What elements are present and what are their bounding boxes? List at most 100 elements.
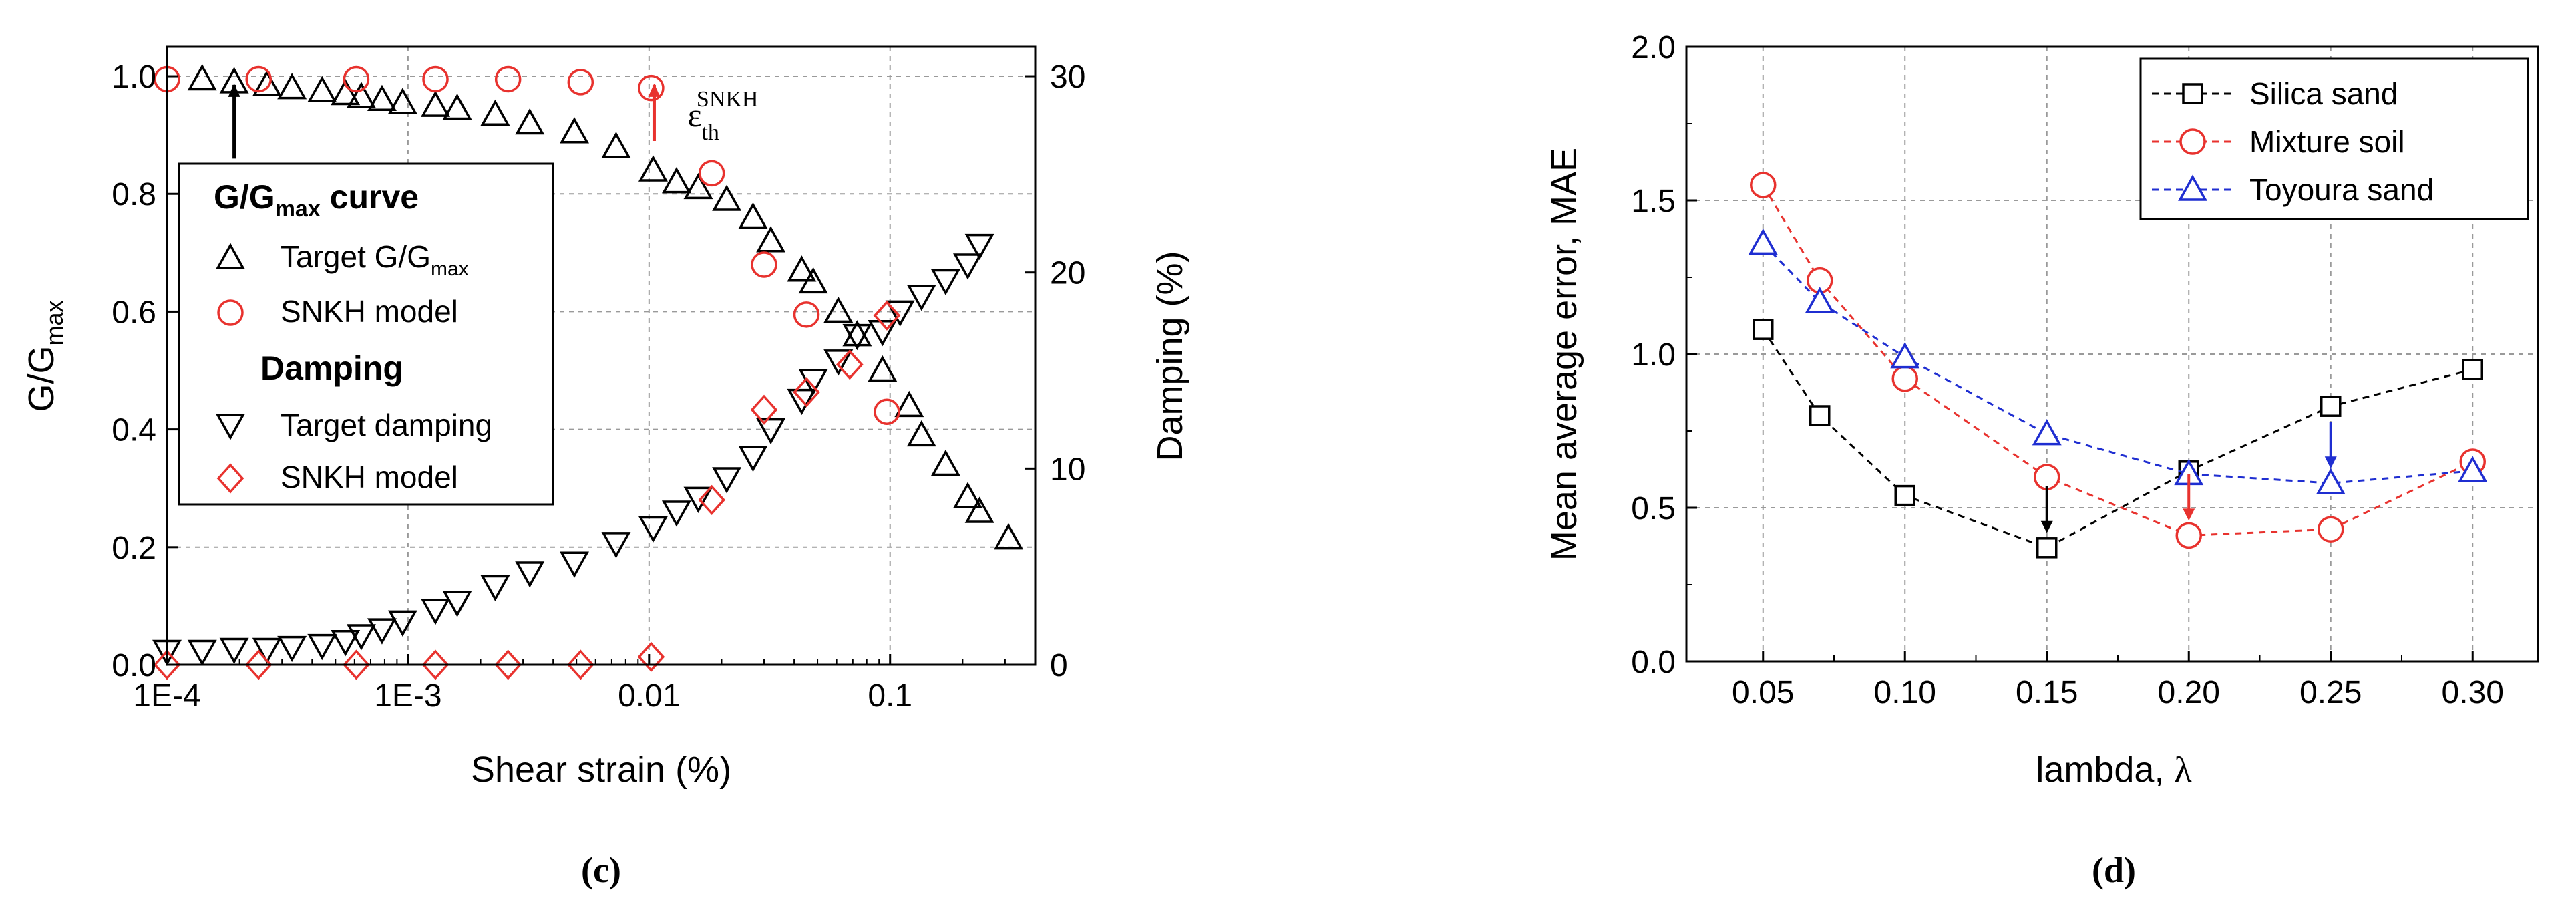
panel-d-series-0	[1753, 319, 2483, 559]
panel-d-point	[2032, 419, 2062, 446]
panel-c-point	[712, 467, 742, 494]
panel-c-point	[756, 418, 786, 445]
panel-c-left-tick-label: 0.4	[112, 413, 156, 448]
panel-d-x-tick-label: 0.30	[2442, 675, 2504, 710]
panel-d-legend-marker	[2178, 174, 2207, 201]
panel-c-point	[994, 523, 1024, 550]
panel-c-left-tick-label: 0.6	[112, 295, 156, 330]
panel-c-point	[245, 65, 272, 93]
panel-c-point	[421, 649, 449, 680]
legend-marker-snkh-damping	[216, 463, 244, 494]
panel-c-point	[756, 226, 786, 253]
panel-d-y-tick-label: 0.5	[1631, 491, 1676, 526]
panel-c-point	[515, 108, 545, 135]
panel-c-point	[480, 99, 510, 126]
legend-marker	[216, 463, 244, 494]
panel-d-point	[1890, 342, 1920, 369]
panel-d-point	[2034, 464, 2060, 490]
panel-c-point	[567, 69, 594, 96]
legend-marker	[216, 243, 245, 269]
panel-c-right-tick-label: 30	[1050, 59, 1085, 95]
panel-c-left-axis-title: G/Gmax	[21, 300, 68, 412]
panel-d-point	[1891, 365, 1918, 392]
panel-c-point	[787, 388, 817, 416]
panel-c-point	[442, 591, 472, 617]
legend-marker-target-damping	[216, 414, 245, 440]
panel-d-point	[1805, 287, 1835, 313]
panel-c-left-tick-label: 0.8	[112, 177, 156, 212]
panel-c-point	[842, 323, 872, 351]
annotation-snkh-threshold: εthSNKH	[648, 83, 758, 145]
panel-c-right-tick-label: 20	[1050, 256, 1085, 291]
legend-marker	[217, 299, 244, 326]
panel-c-point	[698, 484, 726, 515]
panel-c-point	[953, 482, 982, 508]
panel-c-right-tick-label: 0	[1050, 648, 1068, 684]
legend-label-snkh-ggmax: SNKH model	[281, 294, 458, 329]
panel-c-point	[683, 486, 713, 513]
panel-c-point	[421, 599, 451, 625]
panel-d-series-1	[1750, 172, 2486, 549]
panel-c-point	[874, 398, 900, 425]
panel-d-x-tick-label: 0.10	[1874, 675, 1936, 710]
panel-c-point	[823, 349, 854, 376]
panel-c-left-tick-label: 0.0	[112, 648, 156, 684]
panel-c-point	[738, 445, 768, 472]
panel-c-point	[331, 630, 361, 657]
panel-c-point	[494, 649, 522, 680]
panel-c-point	[277, 73, 307, 100]
annotation-snkh-label: εthSNKH	[687, 87, 758, 145]
panel-c-x-tick-label: 0.01	[618, 678, 680, 714]
panel-c-point	[637, 641, 665, 672]
legend-label-snkh-damping: SNKH model	[281, 460, 458, 494]
panel-c-point	[515, 561, 545, 588]
panel-c-point	[387, 610, 417, 637]
panel-c-point	[367, 618, 397, 645]
panel-c-x-tick-label: 1E-4	[133, 678, 200, 714]
panel-d-y-axis-title: Mean average error, MAE	[1544, 148, 1584, 561]
panel-c-point	[930, 269, 960, 296]
panel-c-x-tick-label: 0.1	[868, 678, 912, 714]
panel-d-x-axis-title: lambda, λ	[2036, 750, 2191, 790]
panel-c-point	[638, 516, 668, 543]
panel-d-label: (d)	[2092, 850, 2136, 890]
panel-d-y-tick-label: 1.0	[1631, 337, 1676, 373]
panel-c-point	[442, 93, 472, 120]
panel-c-point	[894, 390, 924, 418]
panel-d-point	[1748, 228, 1778, 255]
panel-d-point	[1753, 319, 1774, 340]
panel-d-series-2	[1748, 228, 2488, 494]
panel-d-chart: 0.05 0.10 0.15 0.20 0.25 0.300.00.51.01.52.0 …	[1544, 30, 2539, 890]
panel-c-point	[566, 649, 594, 680]
panel-d-point	[2036, 537, 2058, 559]
panel-c-legend: G/Gmax curve Target G/Gmax SNKH model Da…	[178, 162, 554, 506]
panel-c-point	[346, 624, 376, 651]
panel-d-x-tick-label: 0.20	[2158, 675, 2220, 710]
panel-c-series-0	[187, 63, 1024, 550]
panel-c-point	[252, 637, 282, 665]
panel-c-point	[560, 117, 589, 144]
panel-c-left-tick-label: 1.0	[112, 59, 156, 95]
panel-d-x-tick-label: 0.05	[1732, 675, 1794, 710]
panel-c-right-tick-label: 10	[1050, 452, 1085, 487]
annotation-snkh-arrowhead	[648, 83, 661, 97]
panel-d-point	[2318, 516, 2344, 543]
panel-c-point	[387, 88, 417, 114]
panel-c-x-tick-label: 1E-3	[374, 678, 441, 714]
panel-c-point	[307, 633, 337, 661]
panel-c-point	[601, 532, 631, 559]
panel-d-point	[1809, 405, 1831, 426]
panel-c-point	[750, 394, 778, 425]
panel-c-point	[698, 160, 725, 187]
panel-c-point	[307, 76, 337, 102]
panel-d-legend-label: Toyoura sand	[2249, 172, 2434, 207]
panel-c-point	[868, 355, 898, 382]
panel-c-point	[661, 167, 691, 194]
panel-d-legend-label: Mixture soil	[2249, 124, 2405, 159]
panel-c-point	[868, 320, 898, 347]
panel-c-point	[751, 251, 777, 278]
panel-c-point	[798, 369, 828, 396]
panel-c-point	[219, 637, 249, 665]
panel-c-point	[560, 551, 589, 578]
